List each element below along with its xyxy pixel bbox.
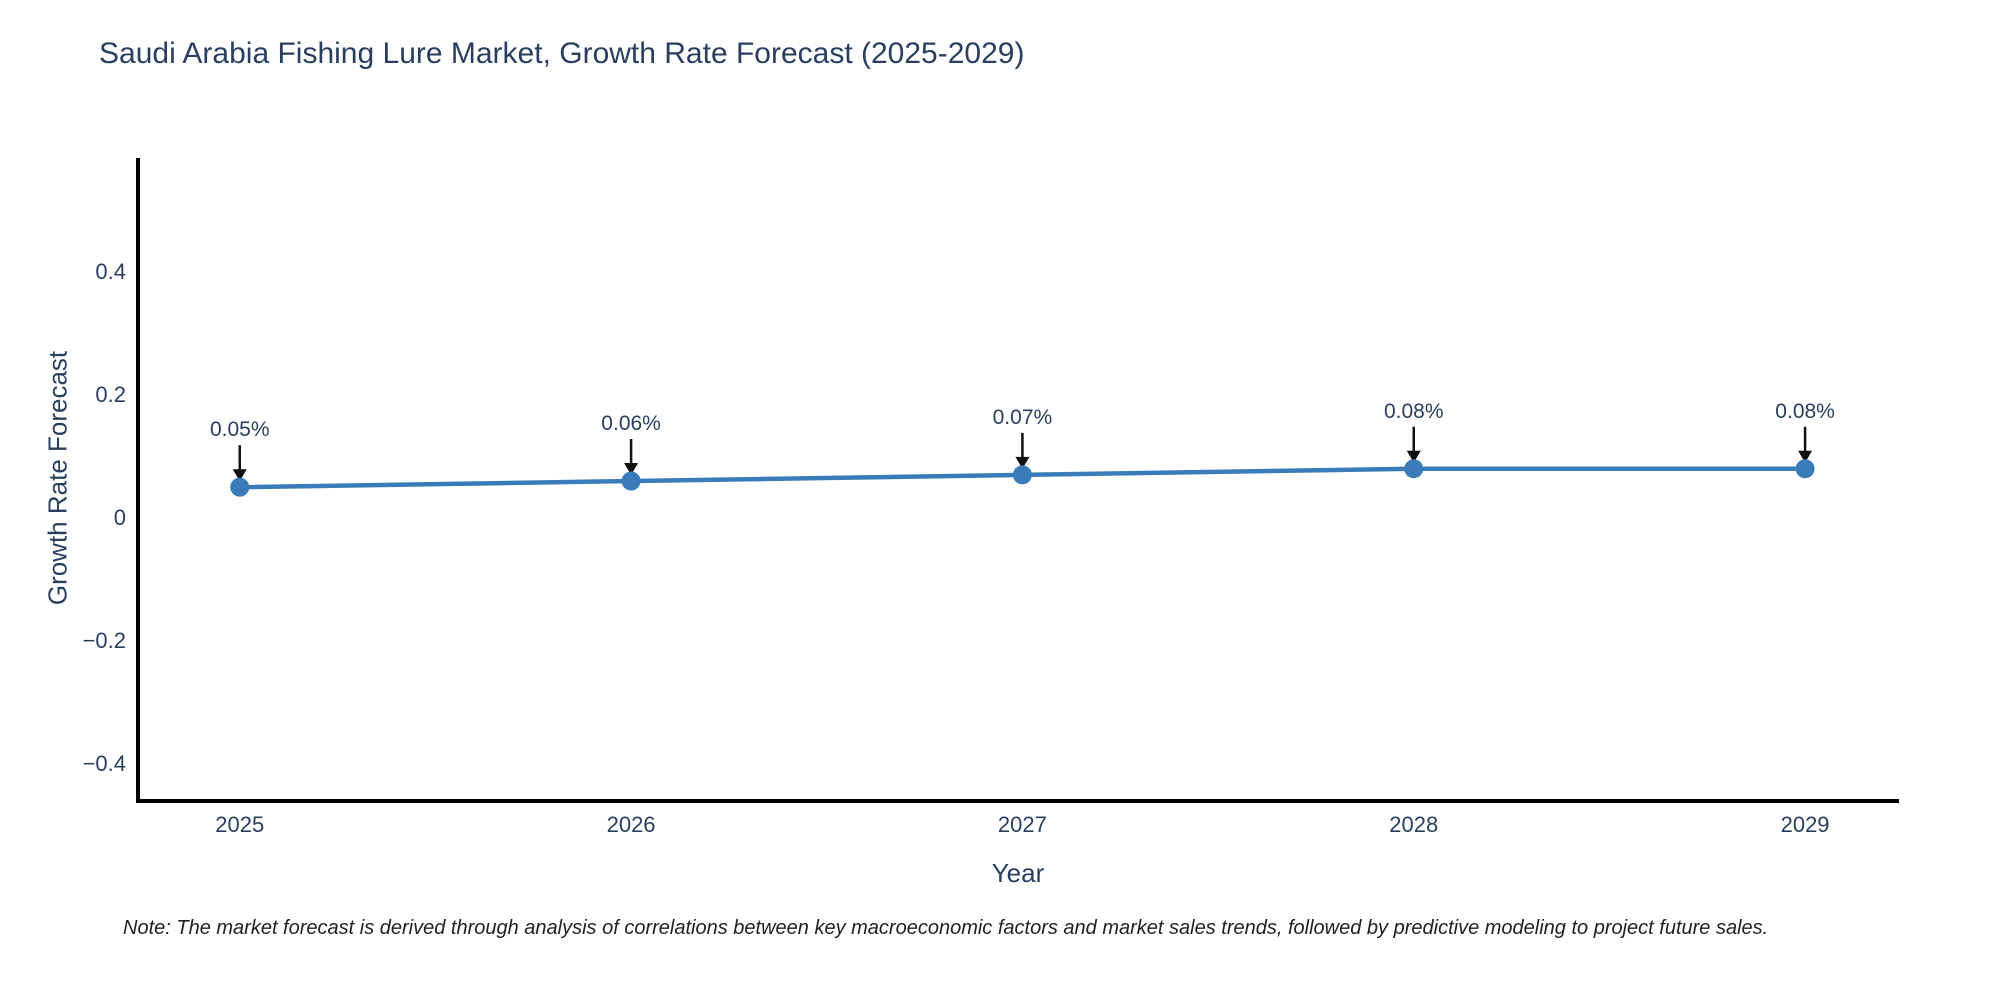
annotation-label-2029: 0.08% bbox=[1775, 399, 1835, 423]
footnote: Note: The market forecast is derived thr… bbox=[123, 917, 1769, 939]
annotation-arrow-head bbox=[232, 469, 247, 482]
x-tick-2026: 2026 bbox=[606, 812, 656, 837]
y-tick-0: 0 bbox=[113, 504, 126, 530]
annotation-label-2026: 0.06% bbox=[601, 412, 661, 436]
data-point-2028 bbox=[1404, 459, 1424, 479]
x-tick-2025: 2025 bbox=[215, 812, 265, 837]
data-point-2029 bbox=[1795, 459, 1815, 479]
data-point-2026 bbox=[621, 471, 641, 491]
annotation-arrow-head bbox=[1798, 450, 1813, 463]
data-point-2025 bbox=[230, 477, 250, 497]
annotation-arrow-head bbox=[624, 463, 639, 476]
annotation-label-2028: 0.08% bbox=[1383, 399, 1444, 423]
data-point-2027 bbox=[1012, 465, 1032, 485]
y-tick-0.2: 0.2 bbox=[95, 381, 126, 407]
annotation-label-2025: 0.05% bbox=[209, 418, 270, 442]
annotation-arrow-head bbox=[1015, 456, 1030, 469]
chart-title: Saudi Arabia Fishing Lure Market, Growth… bbox=[99, 37, 1025, 70]
y-tick-−0.2: −0.2 bbox=[82, 628, 126, 654]
annotation-label-2027: 0.07% bbox=[992, 405, 1053, 429]
x-tick-2027: 2027 bbox=[997, 812, 1047, 837]
x-tick-2029: 2029 bbox=[1780, 812, 1830, 837]
x-tick-2028: 2028 bbox=[1389, 812, 1439, 837]
y-tick-0.4: 0.4 bbox=[95, 258, 126, 284]
annotation-arrow-head bbox=[1406, 450, 1421, 463]
x-axis-title: Year bbox=[991, 858, 1045, 888]
y-tick-−0.4: −0.4 bbox=[82, 751, 126, 777]
